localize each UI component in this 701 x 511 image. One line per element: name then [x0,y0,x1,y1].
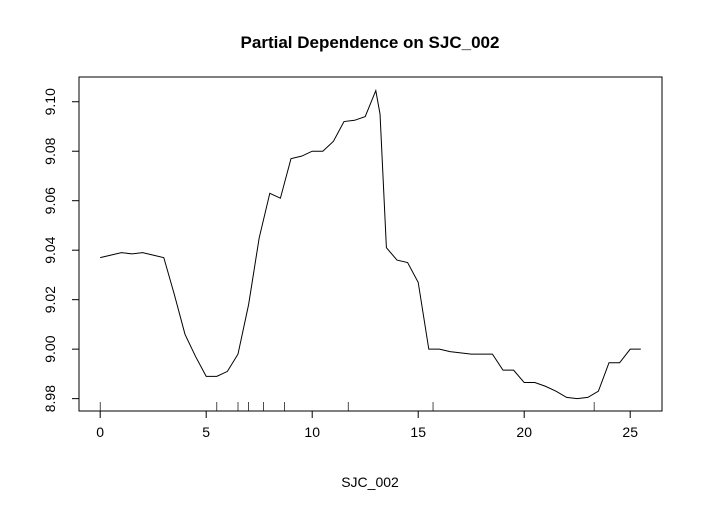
plot-frame [78,76,663,412]
x-tick-label: 15 [410,424,426,440]
y-tick-label: 8.98 [42,385,58,412]
y-tick-label: 9.00 [42,335,58,362]
chart-title: Partial Dependence on SJC_002 [241,33,500,52]
x-tick-label: 20 [516,424,532,440]
series-line [100,88,641,400]
y-tick-label: 9.10 [42,88,58,115]
x-tick-label: 5 [202,424,210,440]
y-axis: 8.98 9.00 9.02 9.04 9.06 9.08 9.10 [42,88,80,412]
x-tick-label: 10 [304,424,320,440]
x-axis: 0 5 10 15 20 25 [96,410,638,440]
y-tick-label: 9.06 [42,187,58,214]
rug-marks [99,402,595,411]
x-tick-label: 0 [96,424,104,440]
x-axis-label: SJC_002 [341,474,399,490]
y-tick-label: 9.08 [42,137,58,164]
y-tick-label: 9.04 [42,236,58,263]
x-tick-label: 25 [622,424,638,440]
y-tick-label: 9.02 [42,286,58,313]
